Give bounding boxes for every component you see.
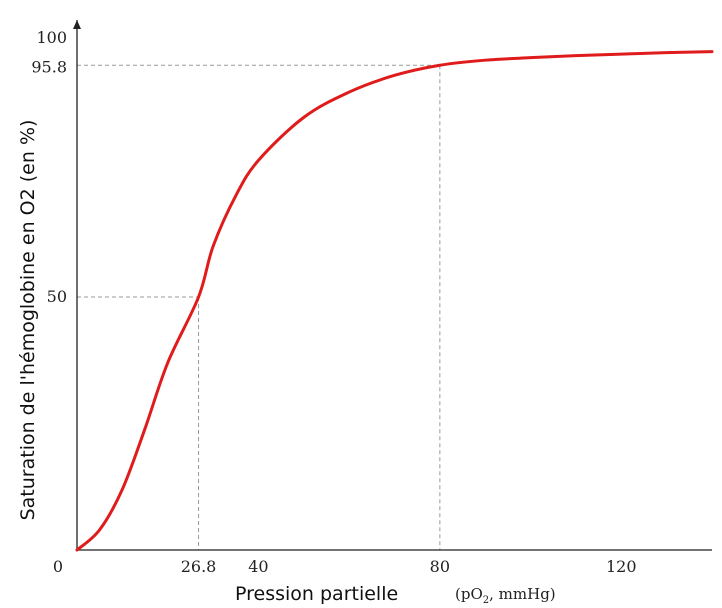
- x-tick-label-0: 0: [53, 557, 63, 576]
- saturation-curve-1: [75, 50, 714, 552]
- axes: [73, 20, 712, 551]
- x-axis-title: Pression partielle: [235, 583, 398, 605]
- series-layer: [75, 50, 714, 552]
- x-tick-label-40: 40: [248, 557, 268, 576]
- y-axis-title: Saturation de l'hémoglobine en O2 (en %): [17, 120, 39, 521]
- y-tick-label-95-8: 95.8: [31, 57, 67, 76]
- x-tick-label-26-8: 26.8: [181, 557, 217, 576]
- y-axis-arrow: [73, 20, 81, 29]
- y-tick-label-100: 100: [36, 28, 67, 47]
- y-tick-label-50: 50: [47, 287, 67, 306]
- x-axis-unit-subscript: 2: [483, 595, 489, 606]
- reference-lines: [77, 64, 441, 550]
- tick-labels: 0 26.8 40 80 120 50 95.8 100: [31, 28, 636, 576]
- x-tick-label-120: 120: [606, 557, 637, 576]
- x-tick-label-80: 80: [430, 557, 450, 576]
- x-axis-unit-prefix: (pO: [455, 585, 483, 603]
- x-axis-unit: (pO2, mmHg): [455, 585, 556, 606]
- x-axis-unit-suffix: , mmHg): [489, 585, 556, 603]
